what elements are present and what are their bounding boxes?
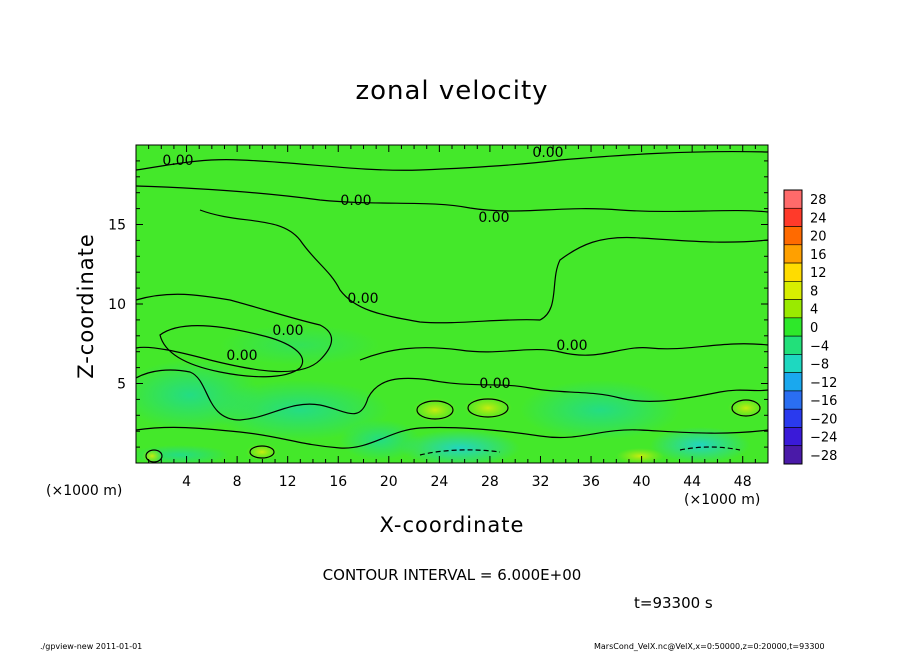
chart-title: zonal velocity	[355, 76, 549, 106]
colorbar-label: 0	[810, 321, 818, 336]
velocity-field	[136, 145, 768, 463]
contour-label: 0.00	[347, 291, 378, 307]
colorbar-swatch	[783, 299, 803, 319]
time-label: t=93300 s	[634, 594, 713, 612]
cyan-region	[650, 427, 750, 463]
x-axis-label: X-coordinate	[379, 513, 525, 537]
y-tick-label: 5	[117, 377, 126, 393]
colorbar-label: 8	[810, 284, 818, 299]
colorbar-swatch	[783, 281, 803, 300]
colorbar-swatch	[783, 262, 803, 282]
contour-line	[136, 426, 768, 449]
colorbar-swatch	[783, 427, 803, 447]
contour-label: 0.00	[478, 210, 509, 226]
contour-label: 0.00	[556, 338, 587, 354]
contour-lines	[136, 150, 768, 463]
contour-line	[136, 150, 768, 171]
colorbar-swatch	[783, 372, 803, 392]
contour-label-group: 0.00 0.00 0.00 0.00 0.00 0.00 0.00 0.00 0.00	[162, 145, 587, 392]
contour-line	[136, 185, 768, 213]
contour-line	[416, 400, 454, 420]
x-tick-label: 12	[279, 474, 297, 490]
contour-line	[145, 449, 163, 463]
positive-region	[728, 398, 764, 418]
teal-region	[210, 380, 390, 440]
colorbar-label: 12	[810, 266, 827, 281]
contour-label: 0.00	[340, 193, 371, 209]
contour-label: 0.00	[532, 145, 563, 161]
y-tick-label: 15	[108, 218, 126, 234]
positive-region	[464, 396, 512, 420]
footer-right-text: MarsCond_VelX.nc@VelX,x=0:50000,z=0:2000…	[594, 642, 825, 651]
colorbar-swatch	[783, 189, 803, 209]
colorbar-swatch	[783, 244, 803, 264]
colorbar-label: 16	[810, 248, 827, 263]
contour-line	[159, 324, 304, 378]
contour-line	[731, 399, 761, 417]
colorbar-label: −16	[810, 394, 837, 409]
contour-line	[136, 293, 333, 373]
colorbar-swatch	[783, 408, 803, 428]
colorbar-swatch	[783, 354, 803, 373]
contour-label: 0.00	[479, 376, 510, 392]
x-tick-label: 16	[329, 474, 347, 490]
y-ticks: 5 10 15	[108, 160, 768, 448]
contour-label: 0.00	[226, 348, 257, 364]
colorbar-label: −28	[810, 449, 837, 464]
teal-region	[520, 380, 680, 440]
footer-left-text: ./gpview-new 2011-01-01	[40, 642, 143, 651]
contour-interval-text: CONTOUR INTERVAL = 6.000E+00	[322, 566, 582, 584]
x-tick-label: 36	[582, 474, 600, 490]
cyan-region	[400, 430, 520, 463]
colorbar-swatch	[783, 207, 803, 227]
x-ticks: 4 8 12 16 20 24 28 32 36 40 44 48	[148, 145, 756, 490]
colorbar-swatch	[783, 335, 803, 355]
colorbar-label: −12	[810, 376, 837, 391]
colorbar-label: 28	[810, 193, 827, 208]
x-tick-label: 24	[430, 474, 448, 490]
colorbar-swatch	[783, 390, 803, 410]
x-tick-label: 40	[633, 474, 651, 490]
positive-region	[413, 398, 457, 422]
colorbar-label: −20	[810, 412, 837, 427]
colorbar-label: 20	[810, 230, 827, 245]
x-tick-label: 20	[380, 474, 398, 490]
positive-region	[616, 448, 664, 463]
colorbar-label: −4	[810, 339, 829, 354]
x-unit-label-left: (×1000 m)	[46, 483, 123, 499]
x-tick-label: 44	[683, 474, 701, 490]
contour-label: 0.00	[162, 153, 193, 169]
colorbar-swatch	[783, 317, 803, 337]
contour-label: 0.00	[272, 323, 303, 339]
x-tick-label: 8	[233, 474, 242, 490]
contour-line	[249, 445, 275, 459]
colorbar-label: 24	[810, 211, 827, 226]
colorbar-label: −8	[810, 358, 829, 373]
x-unit-label-right: (×1000 m)	[684, 492, 761, 508]
x-tick-label: 4	[182, 474, 191, 490]
colorbar-label: −24	[810, 431, 837, 446]
colorbar-swatch	[783, 226, 803, 246]
x-tick-label: 32	[532, 474, 550, 490]
contour-line	[467, 398, 509, 418]
contour-line	[199, 209, 768, 324]
colorbar-frame	[783, 189, 803, 465]
colorbar-swatch	[783, 445, 803, 465]
y-tick-label: 10	[108, 297, 126, 313]
contour-line	[359, 343, 768, 361]
colorbar-label: 4	[810, 303, 818, 318]
contour-line	[136, 369, 768, 421]
x-tick-label: 28	[481, 474, 499, 490]
negative-contour-line	[419, 449, 501, 456]
colorbar: 28 24 20 16 12 8 4 0 −4 −8 −12 −16 −20 −24 −28	[783, 189, 837, 465]
x-tick-label: 48	[734, 474, 752, 490]
